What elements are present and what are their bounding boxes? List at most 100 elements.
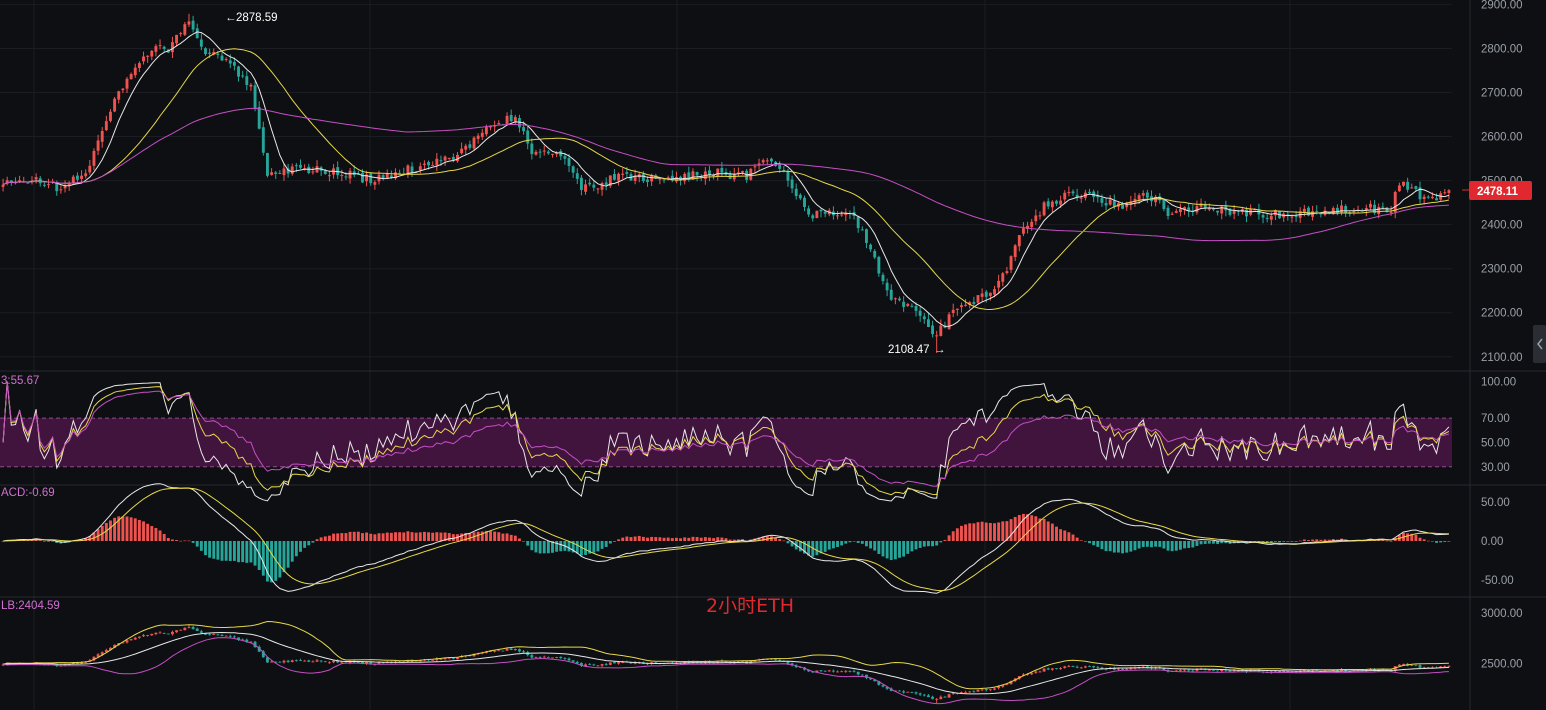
candle-body-289	[1195, 206, 1199, 213]
boll-candle-147	[608, 662, 612, 665]
candle-body-57	[237, 66, 240, 77]
macd-bar-158	[654, 537, 658, 541]
candle-body-252	[1042, 202, 1046, 216]
boll-candle-240	[993, 688, 996, 690]
macd-bar-142	[588, 541, 592, 554]
boll-candle-58	[241, 639, 245, 641]
candle-body-148	[613, 173, 616, 180]
candle-body-22	[92, 151, 96, 166]
macd-bar-287	[1187, 541, 1191, 548]
boll-candle-70	[290, 660, 294, 663]
candle-body-182	[753, 166, 757, 168]
macd-bar-90	[373, 534, 377, 541]
candle-body-229	[947, 314, 951, 329]
macd-bar-64	[266, 541, 269, 582]
candle-body-43	[179, 33, 183, 35]
last-price-tag[interactable]: 2478.11	[1462, 181, 1532, 200]
macd-bar-217	[898, 541, 901, 558]
boll-mid-line	[3, 631, 1449, 695]
macd-bar-155	[641, 536, 645, 541]
candle-body-56	[232, 61, 236, 66]
candle-body-338	[1397, 185, 1401, 192]
boll-candle-72	[299, 659, 302, 661]
macd-bar-27	[113, 517, 117, 541]
axis-tick-0-8: 2100.00	[1481, 352, 1523, 364]
boll-candle-265	[1096, 666, 1100, 668]
macd-bar-238	[984, 522, 988, 541]
candle-body-337	[1393, 191, 1397, 213]
candle-body-82	[340, 175, 344, 177]
macd-bar-263	[1088, 541, 1091, 544]
macd-bar-74	[307, 541, 311, 546]
boll-candle-233	[964, 692, 968, 693]
candle-body-297	[1228, 208, 1232, 215]
candle-body-15	[63, 185, 67, 189]
candle-body-272	[1125, 203, 1129, 208]
boll-candle-190	[786, 661, 790, 664]
axis-tick-0-7: 2200.00	[1481, 308, 1523, 320]
boll-candle-228	[943, 696, 947, 698]
macd-bar-147	[608, 541, 612, 544]
macd-bar-193	[798, 541, 802, 552]
candle-body-269	[1112, 200, 1116, 207]
macd-bar-68	[282, 541, 286, 573]
macd-bar-204	[844, 541, 848, 544]
candle-body-88	[365, 174, 369, 182]
boll-candle-91	[377, 662, 381, 664]
candle-body-284	[1174, 211, 1178, 213]
candle-body-126	[522, 127, 526, 132]
boll-candle-342	[1414, 664, 1418, 666]
boll-candle-286	[1183, 669, 1186, 671]
macd-bar-95	[394, 532, 397, 541]
candle-body-263	[1088, 191, 1091, 194]
boll-candle-264	[1092, 666, 1096, 668]
macd-bar-10	[42, 541, 46, 542]
candle-body-124	[513, 117, 517, 122]
boll-candle-205	[848, 671, 852, 672]
boll-candle-258	[1067, 666, 1071, 667]
macd-bar-254	[1050, 523, 1054, 541]
collapse-handle-icon[interactable]	[1533, 325, 1546, 363]
candle-body-214	[885, 282, 889, 291]
macd-bar-165	[683, 537, 687, 541]
boll-candle-142	[588, 664, 592, 665]
candle-body-171	[708, 170, 711, 176]
macd-bar-239	[988, 522, 992, 541]
candle-body-120	[497, 123, 501, 125]
candle-body-155	[641, 174, 645, 182]
macd-bar-31	[129, 517, 133, 541]
macd-bar-282	[1166, 541, 1170, 551]
candle-body-163	[674, 177, 678, 182]
price-candles[interactable]	[1, 13, 1451, 354]
macd-bar-162	[670, 538, 674, 541]
macd-bar-102	[422, 531, 426, 541]
macd-bar-248	[1026, 514, 1030, 541]
macd-bar-122	[505, 533, 509, 541]
candle-body-149	[617, 173, 621, 181]
candle-body-203	[840, 214, 844, 216]
candle-body-307	[1269, 215, 1273, 220]
candle-body-156	[646, 179, 649, 183]
candle-body-232	[960, 305, 963, 308]
candle-body-216	[893, 298, 897, 300]
candle-body-30	[125, 78, 129, 89]
axis-tick-0-6: 2300.00	[1481, 264, 1523, 276]
price-axis[interactable]: 2900.00 2800.00 2700.00 2600.00 2500.00 2400.…	[1481, 0, 1523, 671]
candle-body-273	[1129, 201, 1133, 205]
macd-bar-310	[1282, 541, 1286, 542]
candle-body-142	[588, 182, 592, 185]
candle-body-346	[1430, 196, 1434, 199]
axis-tick-0-5: 2400.00	[1481, 220, 1523, 232]
macd-bar-148	[613, 541, 616, 542]
candle-body-276	[1141, 193, 1145, 196]
macd-bar-141	[584, 541, 587, 555]
boll-candle-293	[1212, 669, 1215, 671]
macd-bar-308	[1273, 541, 1277, 542]
macd-bar-86	[356, 531, 360, 541]
macd-bar-163	[674, 537, 678, 541]
macd-bar-176	[728, 539, 732, 541]
candle-body-174	[720, 167, 724, 173]
candle-body-143	[592, 184, 596, 188]
macd-bar-117	[484, 530, 488, 541]
